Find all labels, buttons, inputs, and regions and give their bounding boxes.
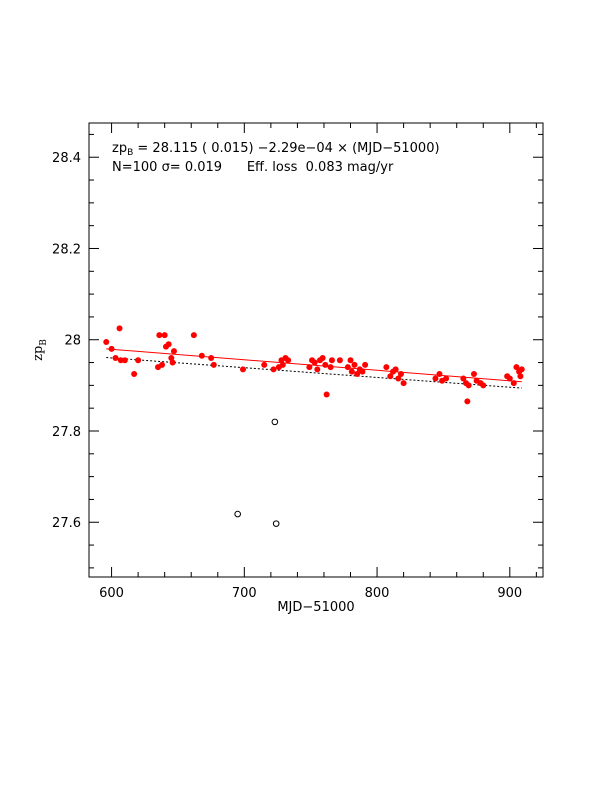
y-tick-label: 27.6 bbox=[52, 516, 81, 531]
data-point bbox=[165, 341, 172, 348]
data-point bbox=[443, 375, 450, 382]
data-point bbox=[460, 375, 467, 382]
data-point bbox=[464, 398, 471, 405]
x-tick-label: 800 bbox=[365, 586, 390, 601]
data-point bbox=[327, 364, 334, 371]
y-tick-label: 27.8 bbox=[52, 425, 81, 440]
data-point bbox=[161, 332, 168, 339]
data-point bbox=[432, 375, 439, 382]
data-point bbox=[436, 370, 443, 377]
data-point bbox=[169, 359, 176, 366]
data-point bbox=[314, 366, 321, 373]
y-tick-label: 28 bbox=[64, 334, 81, 349]
data-point bbox=[156, 332, 163, 339]
data-point bbox=[348, 368, 355, 375]
data-point bbox=[336, 357, 343, 364]
data-point bbox=[395, 375, 402, 382]
data-point bbox=[400, 380, 407, 387]
data-point bbox=[135, 357, 142, 364]
data-point bbox=[170, 348, 177, 355]
data-point bbox=[208, 354, 215, 361]
data-point bbox=[518, 366, 525, 373]
data-point bbox=[470, 370, 477, 377]
outlier-point bbox=[234, 510, 241, 518]
data-point bbox=[306, 364, 313, 371]
data-point bbox=[323, 391, 330, 398]
x-tick-label: 600 bbox=[99, 586, 124, 601]
data-point bbox=[116, 325, 123, 332]
data-point bbox=[465, 382, 472, 389]
data-point bbox=[322, 361, 329, 368]
data-point bbox=[359, 368, 366, 375]
tick-labels: 600 700 800 900 27.6 27.8 28 28.2 28.4 bbox=[52, 151, 522, 601]
data-point bbox=[285, 357, 292, 364]
data-point bbox=[347, 357, 354, 364]
data-point bbox=[270, 366, 277, 373]
data-point bbox=[210, 361, 217, 368]
data-point bbox=[510, 380, 517, 387]
y-tick-label: 28.4 bbox=[52, 151, 81, 166]
outlier-point bbox=[272, 520, 280, 527]
data-point bbox=[103, 339, 110, 346]
data-point bbox=[198, 352, 205, 359]
data-point bbox=[328, 357, 335, 364]
data-point bbox=[121, 357, 128, 364]
x-tick-label: 700 bbox=[232, 586, 257, 601]
fit-equation: zpB = 28.115 ( 0.015) −2.29e−04 × (MJD−5… bbox=[112, 141, 440, 158]
data-point bbox=[112, 354, 119, 361]
data-point bbox=[319, 354, 326, 361]
data-point bbox=[344, 364, 351, 371]
plot-frame bbox=[88, 122, 544, 578]
data-point bbox=[168, 354, 175, 361]
data-point bbox=[362, 361, 369, 368]
outlier-point bbox=[271, 418, 279, 426]
data-point bbox=[279, 361, 286, 368]
data-point bbox=[311, 359, 318, 366]
data-points bbox=[103, 325, 525, 527]
data-point bbox=[159, 361, 166, 368]
y-tick-label: 28.2 bbox=[52, 242, 81, 257]
data-point bbox=[383, 364, 390, 371]
fit-lines bbox=[106, 348, 522, 389]
y-axis-title: zpB bbox=[31, 339, 49, 361]
data-point bbox=[480, 382, 487, 389]
data-point bbox=[387, 373, 394, 380]
data-point bbox=[397, 370, 404, 377]
data-point bbox=[131, 370, 138, 377]
data-point bbox=[239, 366, 246, 373]
axis-ticks bbox=[89, 123, 543, 577]
x-axis-title: MJD−51000 bbox=[277, 600, 354, 615]
data-point bbox=[513, 364, 520, 371]
x-tick-label: 900 bbox=[497, 586, 522, 601]
data-point bbox=[354, 370, 361, 377]
fit-statistics: N=100 σ= 0.019 Eff. loss 0.083 mag/yr bbox=[112, 160, 394, 175]
data-point bbox=[392, 366, 399, 373]
data-point bbox=[517, 373, 524, 380]
data-point bbox=[506, 375, 513, 382]
data-point bbox=[190, 332, 197, 339]
data-point bbox=[261, 361, 268, 368]
data-point bbox=[351, 361, 358, 368]
data-point bbox=[108, 345, 115, 352]
